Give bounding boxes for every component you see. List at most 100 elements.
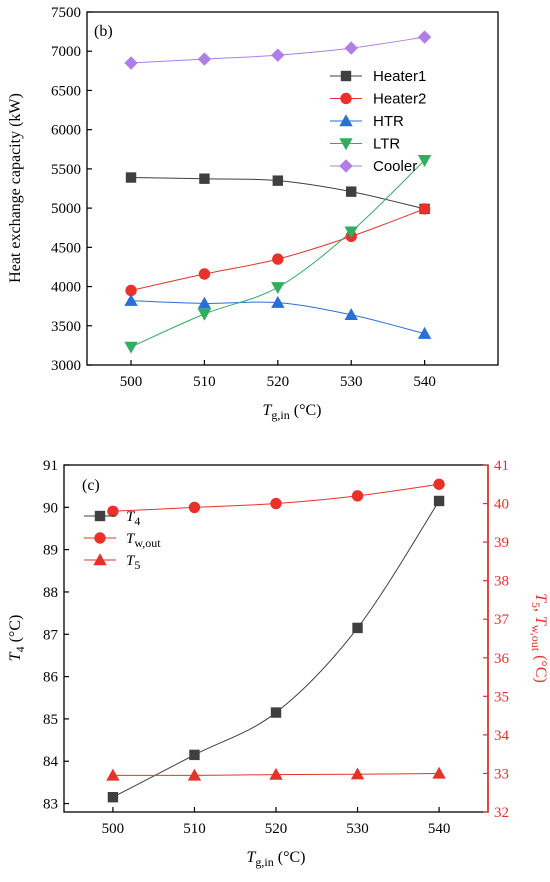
- data-point-t4: [107, 791, 119, 803]
- panel-label-c: (c): [82, 477, 100, 494]
- data-point-cooler: [197, 52, 212, 66]
- right-y-tick-label: 33: [494, 766, 509, 782]
- data-point-heater1: [199, 173, 210, 184]
- data-point-htr: [271, 295, 285, 308]
- data-point-heater2: [125, 284, 137, 297]
- data-point-heater2: [198, 268, 211, 280]
- y-tick-label: 7500: [51, 5, 81, 21]
- right-y-tick-label: 39: [494, 535, 509, 551]
- panel-label-b: (b): [94, 23, 113, 40]
- x-tick-label: 530: [346, 821, 369, 837]
- left-y-tick-label: 83: [43, 797, 58, 813]
- legend-label: Heater2: [373, 91, 426, 108]
- x-tick-label: 500: [102, 821, 125, 837]
- data-point-heater1: [125, 172, 137, 183]
- x-tick-label: 510: [193, 374, 216, 390]
- y-tick-label: 3500: [51, 319, 81, 335]
- right-y-tick-label: 35: [494, 689, 509, 705]
- y-tick-label: 5500: [51, 162, 81, 178]
- data-point-tw-out: [351, 490, 364, 502]
- right-y-tick-label: 40: [494, 497, 509, 513]
- plot-frame-b: [86, 11, 499, 366]
- data-point-t4: [189, 749, 200, 761]
- y-tick-label: 4000: [51, 280, 81, 296]
- y-tick-label: 3000: [51, 358, 81, 374]
- x-tick-label: 530: [340, 374, 363, 390]
- left-y-tick-label: 89: [43, 543, 58, 559]
- data-point-t5: [106, 768, 120, 781]
- legend-marker: [339, 138, 353, 151]
- y-axis-label-b: Heat exchange capacity (kW): [7, 93, 24, 283]
- data-point-htr: [417, 326, 432, 339]
- legend-marker: [340, 70, 352, 82]
- y-axis-ticks-b: 3000 3500 4000 4500 5000 5500 6000 6500 7000 7500: [51, 5, 92, 374]
- series-group-b: [124, 30, 432, 354]
- legend-label: Cooler: [373, 158, 417, 175]
- series-group-c: [106, 478, 446, 803]
- y-tick-label: 7000: [51, 44, 81, 60]
- y-tick-label: 6500: [51, 83, 81, 99]
- x-tick-label: 510: [183, 821, 206, 837]
- legend-label: HTR: [373, 113, 404, 130]
- right-y-tick-label: 32: [494, 805, 509, 821]
- x-tick-label: 500: [120, 374, 143, 390]
- data-point-ltr: [271, 282, 285, 295]
- legend-marker: [340, 92, 352, 105]
- legend-c: T4 Tw,out T5: [84, 509, 161, 572]
- y-tick-label: 4500: [51, 240, 81, 256]
- left-y-tick-label: 86: [43, 670, 59, 686]
- right-y-axis-ticks-c: 32 33 34 35 36 37 38 39 40 41: [483, 458, 510, 821]
- legend-marker: [93, 553, 107, 566]
- y-tick-label: 5000: [51, 201, 81, 217]
- data-point-cooler: [417, 30, 432, 44]
- left-y-axis-label-c: T4 (°C): [7, 615, 27, 662]
- data-point-t5: [269, 767, 283, 780]
- left-y-axis-ticks-c: 83 84 85 86 87 88 89 90 91: [43, 458, 69, 813]
- left-y-tick-label: 90: [43, 500, 58, 516]
- left-y-tick-label: 85: [43, 712, 58, 728]
- data-point-heater1: [346, 186, 357, 197]
- legend-b: Heater1 Heater2 HTR LTR Cooler: [330, 68, 426, 175]
- data-point-heater2: [272, 253, 284, 265]
- x-tick-label: 540: [428, 821, 451, 837]
- data-point-tw-out: [433, 478, 445, 490]
- legend-label: LTR: [373, 136, 400, 153]
- x-tick-label: 520: [265, 821, 288, 837]
- x-axis-ticks-b: 500 510 520 530 540: [120, 360, 436, 390]
- data-point-ltr: [124, 341, 138, 354]
- data-point-heater1: [272, 175, 284, 186]
- x-axis-ticks-c: 500 510 520 530 540: [102, 807, 451, 837]
- right-y-tick-label: 37: [494, 612, 510, 628]
- data-point-htr: [124, 293, 138, 306]
- right-y-tick-label: 36: [494, 651, 510, 667]
- data-point-t4: [433, 495, 445, 507]
- data-point-cooler: [271, 48, 285, 62]
- data-point-cooler: [124, 56, 138, 70]
- data-point-htr: [197, 296, 212, 309]
- x-tick-label: 540: [413, 374, 436, 390]
- legend-label: T4: [126, 509, 140, 528]
- data-point-cooler: [344, 41, 358, 55]
- data-point-ltr: [417, 155, 432, 167]
- right-y-tick-label: 34: [494, 728, 510, 744]
- chart-panel-b: 3000 3500 4000 4500 5000 5500 6000 6500 7000 7500…: [7, 5, 499, 422]
- data-point-tw-out: [188, 501, 201, 514]
- right-y-tick-label: 41: [494, 458, 509, 474]
- data-point-heater2: [418, 203, 431, 215]
- legend-label: Tw,out: [126, 531, 161, 550]
- legend-marker: [94, 510, 106, 522]
- left-y-tick-label: 88: [43, 585, 58, 601]
- data-point-t5: [432, 766, 446, 779]
- x-axis-label-b: Tg,in (°C): [263, 402, 322, 422]
- right-y-tick-label: 38: [494, 574, 509, 590]
- legend-label: T5: [126, 553, 140, 572]
- right-y-axis-label-c: T5, Tw,out (°C): [529, 593, 549, 683]
- series-line-heater2: [130, 208, 425, 291]
- left-y-tick-label: 91: [43, 458, 58, 474]
- legend-marker: [339, 114, 353, 127]
- data-point-tw-out: [107, 505, 119, 517]
- data-point-htr: [344, 308, 358, 320]
- series-line-t4: [112, 500, 440, 798]
